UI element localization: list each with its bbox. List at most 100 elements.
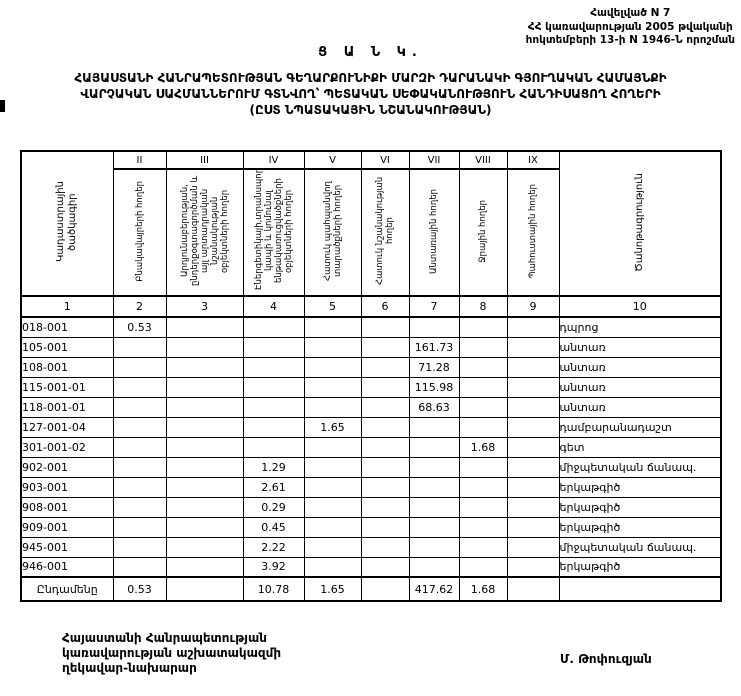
value-cell [458,536,508,558]
note-cell: երկաթգիծ [558,496,722,518]
value-cell [408,456,460,478]
value-cell [303,376,362,398]
cadastral-code-cell: 946-001 [20,556,114,578]
cadastral-code-cell: 945-001 [20,536,114,558]
cadastral-code-cell: 108-001 [20,356,114,378]
value-cell [458,336,508,358]
note-cell: անտառ [558,396,722,418]
value-cell [408,436,460,458]
title-line: ՀԱՅԱՍՏԱՆԻ ՀԱՆՐԱՊԵՏՈՒԹՅԱՆ ԳԵՂԱՐՔՈՒՆԻՔԻ ՄԱ… [74,71,667,85]
table-row: 115-001-01 115.98 անտառ [20,376,722,398]
cadastral-code-cell: 105-001 [20,336,114,358]
roman-numeral-cell: IX [506,150,560,170]
doc-type-heading: Ց Ա Ն Կ. [318,45,423,60]
value-cell [303,316,362,338]
value-cell [165,476,244,498]
column-number-cell: 3 [165,295,244,318]
value-cell [360,436,410,458]
note-cell: երկաթգիծ [558,556,722,578]
signatory-line: ղեկավար-նախարար [62,661,197,675]
column-number-cell: 5 [303,295,362,318]
column-header-cell-label: Հատուկ նշանակության հողեր [375,176,395,286]
roman-numeral-cell: VI [360,150,410,170]
column-number-cell: 6 [360,295,410,318]
value-cell [506,476,560,498]
value-cell: 1.68 [458,436,508,458]
column-number-cell: 4 [242,295,305,318]
value-cell [360,376,410,398]
value-cell [112,336,167,358]
value-cell [165,536,244,558]
column-header-cell-label: Անտառային հողեր [429,188,439,274]
total-value-cell [506,576,560,602]
value-cell [360,356,410,378]
value-cell [303,456,362,478]
value-cell [360,516,410,538]
value-cell [360,476,410,498]
table-row: 018-001 0.53 դպրոց [20,316,722,338]
value-cell [303,396,362,418]
value-cell [458,416,508,438]
cadastral-code-cell: 115-001-01 [20,376,114,398]
column-number-cell: 8 [458,295,508,318]
value-cell [303,436,362,458]
total-value-cell: 417.62 [408,576,460,602]
table-row: 909-001 0.45 երկաթգիծ [20,516,722,538]
note-cell: դպրոց [558,316,722,338]
column-header-cell: Ջրային հողեր [458,168,508,297]
appendix-line: ՀՀ կառավարության 2005 թվականի [527,20,733,33]
signatory-block: Հայաստանի Հանրապետության կառավարության ա… [62,631,281,676]
value-cell [360,336,410,358]
value-cell [506,496,560,518]
signatory-line: կառավարության աշխատակազմի [62,646,282,660]
value-cell [165,436,244,458]
land-registry-table: Կադաստրային ծածկագիր II III IV V VI VII VIII IX Ծ… [20,150,722,602]
cadastral-code-header-label: Կադաստրային ծածկագիր [55,181,79,263]
document-title: ՀԱՅԱՍՏԱՆԻ ՀԱՆՐԱՊԵՏՈՒԹՅԱՆ ԳԵՂԱՐՔՈՒՆԻՔԻ ՄԱ… [0,70,741,118]
table-row: 908-001 0.29 երկաթգիծ [20,496,722,518]
value-cell [303,516,362,538]
column-header-cell: Հատուկ նշանակության հողեր [360,168,410,297]
value-cell: 1.65 [303,416,362,438]
table-row: 945-001 2.22 միջպետական ճանապ. [20,536,722,558]
value-cell [112,416,167,438]
title-line: (ԸՍՏ ՆՊԱՏԱԿԱՅԻՆ ՆՇԱՆԱԿՈՒԹՅԱՆ) [249,103,492,117]
value-cell [506,536,560,558]
value-cell [112,476,167,498]
total-value-cell: 1.65 [303,576,362,602]
column-number-cell: 1 [20,295,114,318]
value-cell: 68.63 [408,396,460,418]
value-cell [242,436,305,458]
note-cell: գետ [558,436,722,458]
value-cell [506,396,560,418]
table-row: 105-001 161.73 անտառ [20,336,722,358]
value-cell [165,316,244,338]
table-row: 118-001-01 68.63 անտառ [20,396,722,418]
column-header-cell-label: Արդյունաբերության, ընդերքօգտագործման և ա… [179,175,230,287]
cadastral-code-cell: 908-001 [20,496,114,518]
total-value-cell: 1.68 [458,576,508,602]
value-cell [458,356,508,378]
value-cell [242,356,305,378]
value-cell [112,396,167,418]
appendix-line: հոկտեմբերի 13-ի N 1946-Ն որոշման [525,34,735,46]
value-cell [360,396,410,418]
value-cell: 3.92 [242,556,305,578]
column-number-row: 1 2 3 4 5 6 7 8 9 10 [20,295,722,318]
value-cell [303,476,362,498]
value-cell: 71.28 [408,356,460,378]
value-cell [242,416,305,438]
value-cell [165,356,244,378]
value-cell [112,516,167,538]
value-cell [408,476,460,498]
roman-numeral-cell: IV [242,150,305,170]
column-header-cell: Անտառային հողեր [408,168,460,297]
column-number-cell: 10 [558,295,722,318]
note-cell: միջպետական ճանապ. [558,456,722,478]
value-cell [458,396,508,418]
value-cell [165,336,244,358]
value-cell [242,336,305,358]
note-cell: դամբարանադաշտ [558,416,722,438]
column-header-cell-label: Պահուստային հողեր [528,183,538,279]
value-cell [458,456,508,478]
